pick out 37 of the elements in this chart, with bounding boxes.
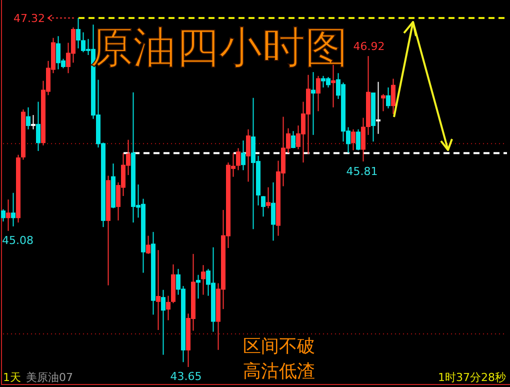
candlestick	[241, 140, 246, 171]
text: 1天	[3, 371, 21, 384]
candlestick	[376, 81, 380, 134]
candlestick	[271, 182, 276, 242]
annotation: 高沽低渣	[243, 361, 315, 382]
annotation: 46.92	[353, 40, 385, 53]
candlestick	[201, 264, 206, 296]
text: 美原油07	[26, 371, 73, 384]
annotation: 45.81	[346, 165, 378, 178]
annotation: 区间不破	[243, 336, 315, 357]
candlestick	[236, 148, 240, 171]
candlestick	[266, 186, 270, 209]
candlestick	[261, 195, 266, 218]
candlestick	[161, 289, 166, 356]
candlestick	[391, 78, 396, 114]
candlestick	[351, 128, 356, 151]
candlestick	[386, 86, 390, 109]
text: 43.65	[170, 370, 202, 383]
candlestick	[381, 94, 386, 112]
candlestick	[6, 198, 10, 232]
candlestick	[356, 128, 360, 151]
candlestick	[11, 192, 16, 227]
candlestick	[1, 208, 6, 222]
candlestick	[311, 72, 316, 136]
text: 1时37分28秒	[438, 371, 506, 384]
candlestick	[166, 295, 170, 321]
candlestick	[146, 235, 150, 254]
annotation: 45.08	[2, 234, 34, 247]
candlestick	[196, 274, 200, 300]
candlestick	[26, 106, 30, 130]
candlestick	[316, 75, 320, 112]
annotation: 47.32	[14, 12, 45, 25]
candlestick	[291, 130, 296, 149]
candlestick	[156, 250, 160, 331]
candlestick	[36, 101, 40, 152]
candlestick	[246, 128, 250, 182]
candlestick	[31, 114, 36, 130]
